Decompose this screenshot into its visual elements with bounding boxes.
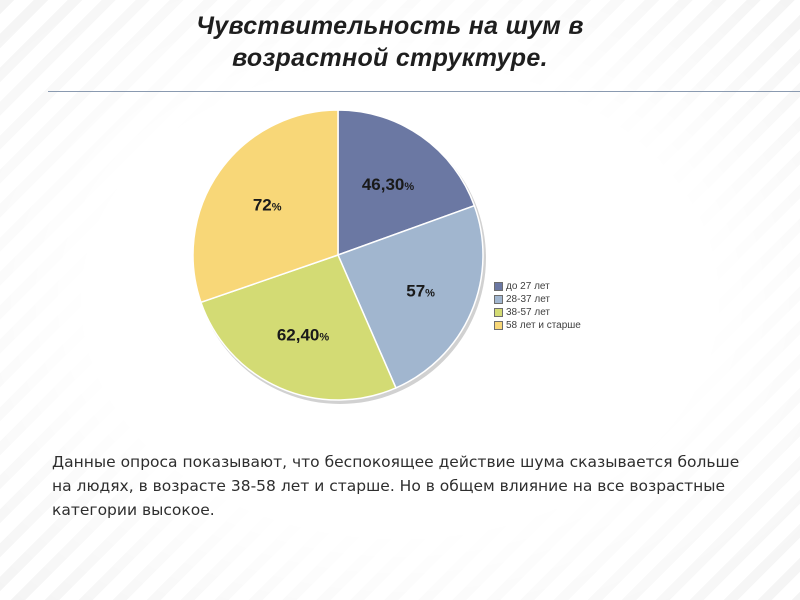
slice-label-3: 62,40% [277,326,330,345]
legend-label: 28-37 лет [506,294,550,305]
legend-item-1: до 27 лет [494,280,581,293]
legend-swatch [494,321,503,330]
legend-swatch [494,308,503,317]
pie-slice-2 [336,204,484,389]
caption-text: Данные опроса показывают, что беспокояще… [52,453,740,519]
pie-slice-3 [199,254,397,401]
title-divider [48,91,800,92]
legend-label: 38-57 лет [506,307,550,318]
legend-label: 58 лет и старше [506,320,581,331]
chart-legend: до 27 лет 28-37 лет 38-57 лет 58 лет и стар… [494,280,581,332]
legend-swatch [494,295,503,304]
legend-item-2: 28-37 лет [494,293,581,306]
slice-label-4: 72% [253,196,282,215]
slide-title: Чувствительность на шум в возрастной стр… [196,12,584,72]
slice-label-1: 46,30% [362,175,415,194]
legend-label: до 27 лет [506,281,550,292]
slice-label-2: 57% [406,282,435,301]
legend-item-3: 38-57 лет [494,306,581,319]
pie-slice-4 [192,109,339,304]
legend-item-4: 58 лет и старше [494,319,581,332]
pie-slice-1 [337,109,476,257]
legend-swatch [494,282,503,291]
